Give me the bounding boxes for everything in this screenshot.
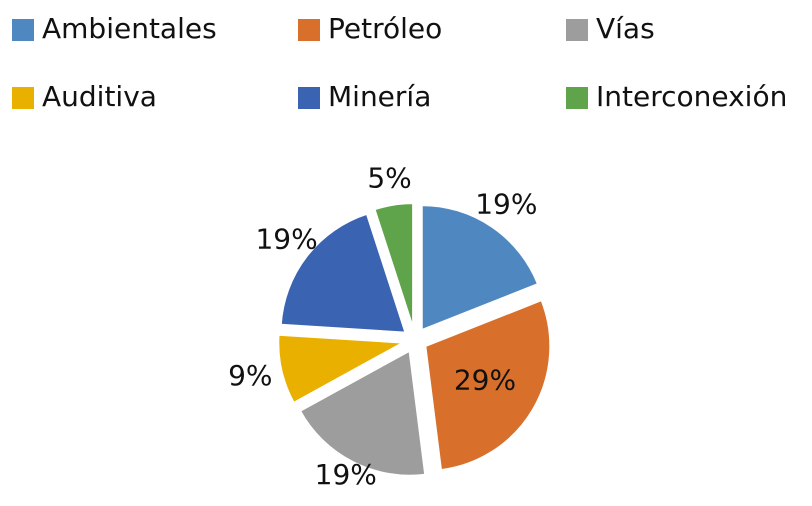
data-label: 19% bbox=[475, 188, 537, 221]
data-label: 19% bbox=[255, 222, 317, 255]
data-label: 19% bbox=[315, 458, 377, 491]
legend-swatch bbox=[566, 19, 588, 41]
legend-swatch bbox=[12, 19, 34, 41]
legend-swatch bbox=[12, 87, 34, 109]
pie-slice bbox=[279, 212, 407, 334]
pie-slice bbox=[277, 333, 407, 405]
legend-label: Auditiva bbox=[42, 80, 157, 113]
pie-slice bbox=[420, 204, 540, 332]
legend-label: Ambientales bbox=[42, 12, 217, 45]
legend-label: Petróleo bbox=[328, 12, 442, 45]
pie-slice bbox=[373, 202, 415, 329]
legend-label: Minería bbox=[328, 80, 431, 113]
data-label: 29% bbox=[454, 363, 516, 396]
pie-slice bbox=[298, 349, 427, 477]
data-label: 9% bbox=[228, 359, 272, 392]
legend-label: Interconexión bbox=[596, 80, 787, 113]
legend-swatch bbox=[298, 19, 320, 41]
legend-label: Vías bbox=[596, 12, 655, 45]
data-label: 5% bbox=[367, 162, 411, 195]
pie-slice bbox=[424, 298, 552, 472]
legend-swatch bbox=[566, 87, 588, 109]
legend-swatch bbox=[298, 87, 320, 109]
